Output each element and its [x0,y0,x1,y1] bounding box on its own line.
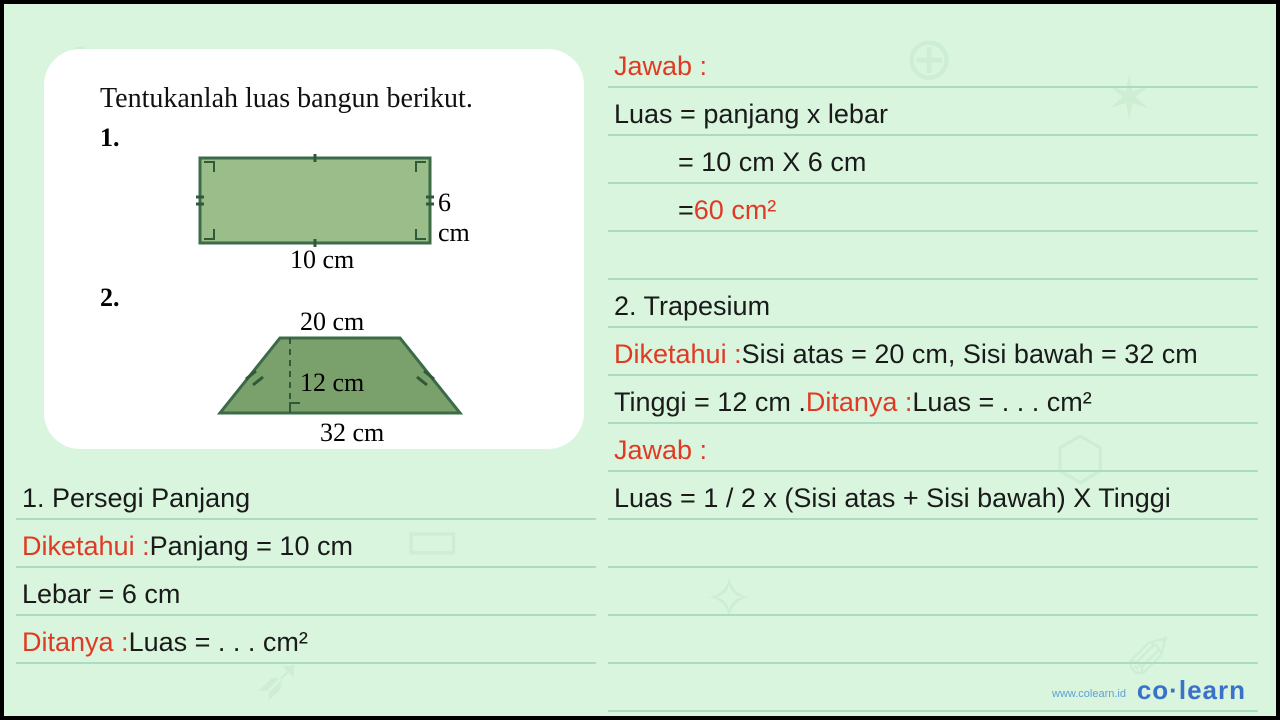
trap-height-label: 12 cm [300,368,364,398]
left-line-4: Ditanya : Luas = . . . cm² [16,616,596,664]
rect-width-label: 10 cm [290,245,354,275]
right-line-7: Tinggi = 12 cm . Ditanya : Luas = . . . … [608,376,1258,424]
right-line-blank [608,232,1258,280]
trap-bottom-label: 32 cm [320,418,384,448]
colearn-logo: co·learn [1137,675,1246,706]
right-line-12 [608,616,1258,664]
right-line-4: = 60 cm² [608,184,1258,232]
left-line-1: 1. Persegi Panjang [16,472,596,520]
logo-url: www.colearn.id [1052,688,1126,700]
right-line-5: 2. Trapesium [608,280,1258,328]
right-line-2: Luas = panjang x lebar [608,88,1258,136]
rectangle-diagram: 6 cm 10 cm [160,153,480,273]
right-line-9: Luas = 1 / 2 x (Sisi atas + Sisi bawah) … [608,472,1258,520]
right-line-11 [608,568,1258,616]
right-line-1: Jawab : [608,40,1258,88]
problem-title: Tentukanlah luas bangun berikut. [100,83,528,115]
right-line-6: Diketahui : Sisi atas = 20 cm, Sisi bawa… [608,328,1258,376]
problem-card: Tentukanlah luas bangun berikut. 1. 6 cm… [44,49,584,449]
rect-height-label: 6 cm [438,188,480,248]
right-line-10 [608,520,1258,568]
item-1-number: 1. [100,123,528,153]
right-line-3: = 10 cm X 6 cm [608,136,1258,184]
left-line-3: Lebar = 6 cm [16,568,596,616]
right-line-8: Jawab : [608,424,1258,472]
trap-top-label: 20 cm [300,307,364,337]
left-line-2: Diketahui : Panjang = 10 cm [16,520,596,568]
trapezoid-diagram: 20 cm 12 cm 32 cm [190,313,520,463]
